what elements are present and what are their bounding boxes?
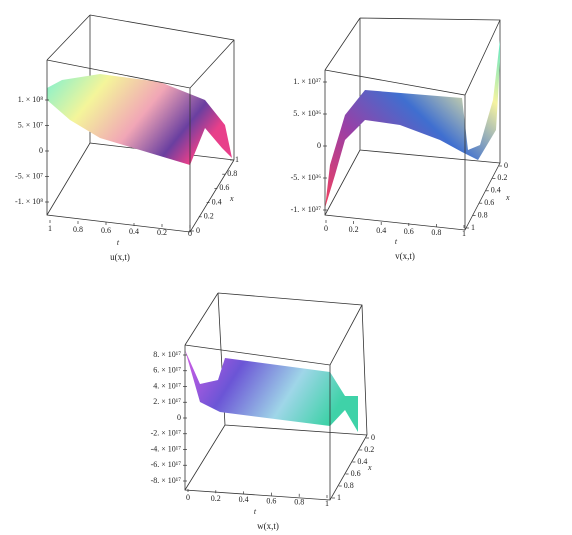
t-tick-label: 0.8 — [73, 225, 83, 234]
x-tick-label: 0.6 — [484, 198, 494, 207]
x-tick-label: 0.2 — [204, 212, 214, 221]
surface — [47, 74, 232, 165]
x-tick-label: 1 — [235, 155, 239, 164]
z-tick-label: 2. × 10¹⁷ — [153, 397, 181, 406]
box-front — [184, 292, 368, 501]
x-tick-label: 0.4 — [491, 186, 501, 195]
x-axis-label: x — [229, 194, 234, 203]
surface — [325, 40, 500, 208]
t-tick-label: 0.6 — [266, 496, 276, 505]
t-tick-label: 0.8 — [431, 228, 441, 237]
z-tick-label: 0 — [177, 413, 181, 422]
plot-u — [46, 14, 235, 233]
x-tick-label: 0.8 — [227, 169, 237, 178]
x-tick-label: 1 — [471, 223, 475, 232]
x-tick-label: 0.4 — [357, 457, 367, 466]
z-tick-label: -5. × 10⁷ — [15, 171, 43, 180]
z-tick-label: -8. × 10¹⁷ — [151, 476, 182, 485]
x-axis-label: x — [367, 463, 372, 472]
z-tick-label: -4. × 10¹⁷ — [151, 444, 182, 453]
t-tick-label: 0 — [188, 229, 192, 238]
plot-v — [324, 17, 501, 231]
z-tick-label: 0 — [317, 141, 321, 150]
t-tick-label: 0 — [324, 224, 328, 233]
t-tick-label: 0.2 — [349, 225, 359, 234]
z-tick-label: -6. × 10¹⁷ — [151, 460, 182, 469]
t-tick-label: 1 — [325, 499, 329, 508]
x-tick-label: 0 — [371, 433, 375, 442]
x-tick-label: 0.6 — [351, 469, 361, 478]
z-tick-label: 0 — [39, 146, 43, 155]
x-tick-label: 0.8 — [478, 210, 488, 219]
z-tick-label: 1. × 10³⁷ — [293, 77, 321, 86]
caption: w(x,t) — [257, 521, 279, 531]
z-tick-label: 8. × 10¹⁷ — [153, 350, 181, 359]
z-tick-label: 5. × 10³⁶ — [293, 109, 321, 118]
x-tick-label: 0.2 — [497, 173, 507, 182]
t-axis-label: t — [117, 238, 120, 247]
t-tick-label: 1 — [462, 229, 466, 238]
z-tick-label: 4. × 10¹⁷ — [153, 381, 181, 390]
t-axis-label: t — [395, 237, 398, 246]
t-tick-label: 0.2 — [157, 228, 167, 237]
t-tick-label: 0.6 — [101, 226, 111, 235]
t-tick-label: 0.6 — [404, 227, 414, 236]
x-tick-label: 1 — [337, 493, 341, 502]
x-tick-label: 0.6 — [219, 183, 229, 192]
caption: u(x,t) — [110, 252, 130, 262]
z-tick-label: -2. × 10¹⁷ — [151, 429, 182, 438]
t-tick-label: 0 — [186, 493, 190, 502]
z-tick-label: 6. × 10¹⁷ — [153, 366, 181, 375]
z-tick-label: 5. × 10⁷ — [18, 120, 44, 129]
x-tick-label: 0.4 — [212, 197, 222, 206]
caption: v(x,t) — [395, 251, 415, 261]
z-tick-label: -1. × 10⁸ — [15, 197, 43, 206]
t-tick-label: 1 — [48, 224, 52, 233]
z-tick-label: -1. × 10³⁷ — [291, 205, 322, 214]
t-tick-label: 0.8 — [294, 498, 304, 507]
t-tick-label: 0.4 — [376, 226, 386, 235]
t-tick-label: 0.2 — [211, 494, 221, 503]
x-tick-label: 0 — [196, 226, 200, 235]
z-tick-label: -5. × 10³⁶ — [291, 173, 322, 182]
box-front — [46, 14, 235, 233]
z-tick-label: 1. × 10⁸ — [18, 95, 44, 104]
t-tick-label: 0.4 — [239, 495, 249, 504]
x-tick-label: 0.2 — [364, 445, 374, 454]
x-tick-label: 0.8 — [344, 481, 354, 490]
x-axis-label: x — [505, 193, 510, 202]
surface — [185, 350, 358, 432]
t-tick-label: 0.4 — [129, 227, 139, 236]
x-tick-label: 0 — [504, 161, 508, 170]
box-front — [324, 17, 501, 231]
t-axis-label: t — [254, 507, 257, 516]
plot-w — [184, 292, 368, 501]
